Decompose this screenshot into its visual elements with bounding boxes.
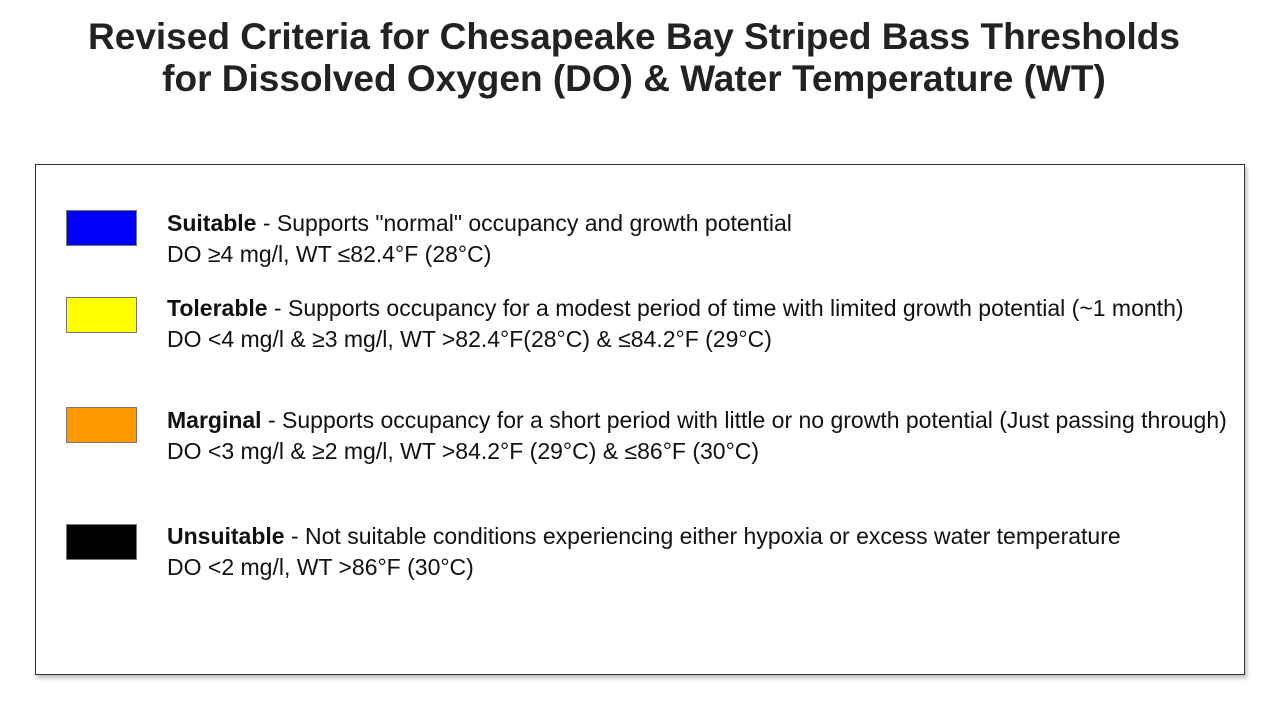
category-criteria: DO <4 mg/l & ≥3 mg/l, WT >82.4°F(28°C) &… [167,326,772,352]
category-description: - Supports occupancy for a modest period… [267,295,1184,321]
category-criteria: DO <2 mg/l, WT >86°F (30°C) [167,554,474,580]
category-criteria: DO ≥4 mg/l, WT ≤82.4°F (28°C) [167,241,492,267]
color-swatch [66,210,137,246]
legend-box: Suitable - Supports "normal" occupancy a… [35,164,1245,675]
category-name: Marginal [167,407,262,433]
title-line-2: for Dissolved Oxygen (DO) & Water Temper… [162,58,1106,99]
page-title: Revised Criteria for Chesapeake Bay Stri… [0,16,1268,100]
category-description: - Supports "normal" occupancy and growth… [256,210,792,236]
color-swatch [66,524,137,560]
title-line-1: Revised Criteria for Chesapeake Bay Stri… [88,16,1180,57]
category-description: - Supports occupancy for a short period … [261,407,1227,433]
color-swatch [66,407,137,443]
color-swatch [66,297,137,333]
category-criteria: DO <3 mg/l & ≥2 mg/l, WT >84.2°F (29°C) … [167,438,760,464]
category-name: Tolerable [167,295,268,321]
category-name: Suitable [167,210,257,236]
category-name: Unsuitable [167,523,285,549]
category-description: - Not suitable conditions experiencing e… [284,523,1121,549]
